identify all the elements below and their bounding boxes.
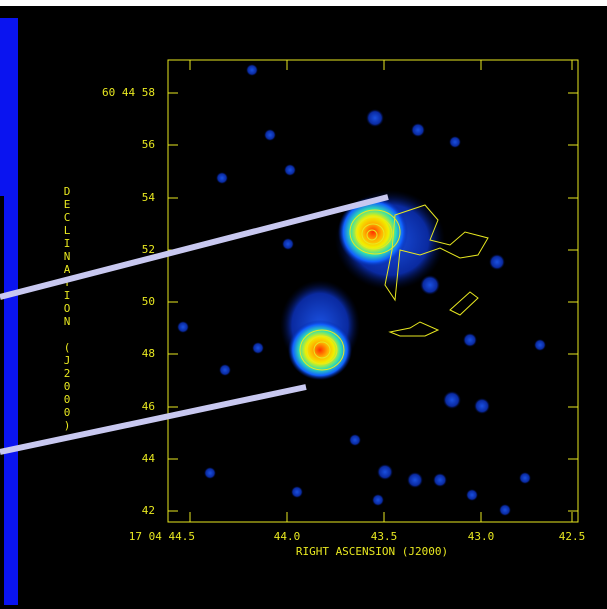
blob: [489, 254, 505, 270]
blob: [420, 275, 440, 295]
y-tick-label: 60 44 58: [102, 86, 155, 99]
x-tick-label: 44.0: [274, 530, 301, 543]
blob: [433, 473, 447, 487]
blob: [499, 504, 511, 516]
x-axis-label: RIGHT ASCENSION (J2000): [296, 545, 448, 558]
blob: [372, 494, 384, 506]
blob: [466, 489, 478, 501]
x-tick-label: 43.0: [468, 530, 495, 543]
blob: [449, 136, 461, 148]
y-tick-label: 54: [142, 191, 156, 204]
y-tick-label: 46: [142, 400, 155, 413]
blob: [291, 486, 303, 498]
y-tick-label: 52: [142, 243, 155, 256]
blob: [411, 123, 425, 137]
side-bar-gap: [0, 196, 4, 605]
y-axis-label: DECLINATION (J2000): [61, 185, 74, 432]
y-tick-label: 48: [142, 347, 155, 360]
x-tick-label: 43.5: [371, 530, 398, 543]
blob: [264, 129, 276, 141]
blob: [284, 164, 296, 176]
blob: [443, 391, 461, 409]
frame: [168, 60, 578, 522]
blob: [377, 464, 393, 480]
y-tick-label: 42: [142, 504, 155, 517]
blob: [219, 364, 231, 376]
pointer-line: [0, 387, 306, 452]
y-tick-label: 44: [142, 452, 156, 465]
blob: [349, 434, 361, 446]
source: [288, 320, 352, 380]
blob: [534, 339, 546, 351]
blob: [282, 238, 294, 250]
blob: [519, 472, 531, 484]
blob: [463, 333, 477, 347]
screenshot: 60 44 58 56 54 52 50 48 46 44 42 17 04 4…: [0, 0, 607, 605]
blob: [177, 321, 189, 333]
image: [177, 64, 546, 516]
blob: [246, 64, 258, 76]
blob: [407, 472, 423, 488]
y-tick-label: 50: [142, 295, 155, 308]
blob: [216, 172, 228, 184]
blob: [366, 109, 384, 127]
tick-marks: [168, 60, 578, 522]
top-border: [0, 0, 607, 6]
blob: [204, 467, 216, 479]
x-tick-label: 42.5: [559, 530, 586, 543]
y-tick-label: 56: [142, 138, 155, 151]
x-tick-label: 17 04 44.5: [129, 530, 195, 543]
blob: [252, 342, 264, 354]
blob: [474, 398, 490, 414]
